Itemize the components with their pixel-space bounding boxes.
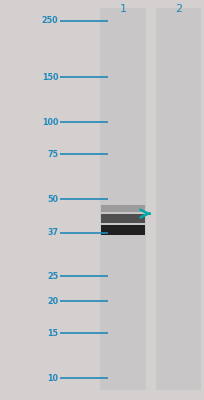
Text: 20: 20 bbox=[47, 297, 58, 306]
Text: 1: 1 bbox=[119, 4, 126, 14]
FancyBboxPatch shape bbox=[100, 8, 145, 390]
Text: 75: 75 bbox=[47, 150, 58, 159]
Text: 50: 50 bbox=[47, 195, 58, 204]
FancyBboxPatch shape bbox=[101, 225, 144, 235]
Text: 25: 25 bbox=[47, 272, 58, 281]
Text: 2: 2 bbox=[174, 4, 181, 14]
Text: 100: 100 bbox=[42, 118, 58, 127]
FancyBboxPatch shape bbox=[155, 8, 200, 390]
Text: 150: 150 bbox=[42, 73, 58, 82]
Text: 37: 37 bbox=[47, 228, 58, 238]
FancyBboxPatch shape bbox=[101, 214, 144, 223]
Text: 10: 10 bbox=[47, 374, 58, 383]
FancyBboxPatch shape bbox=[101, 205, 144, 212]
Text: 250: 250 bbox=[42, 16, 58, 25]
Text: 15: 15 bbox=[47, 329, 58, 338]
